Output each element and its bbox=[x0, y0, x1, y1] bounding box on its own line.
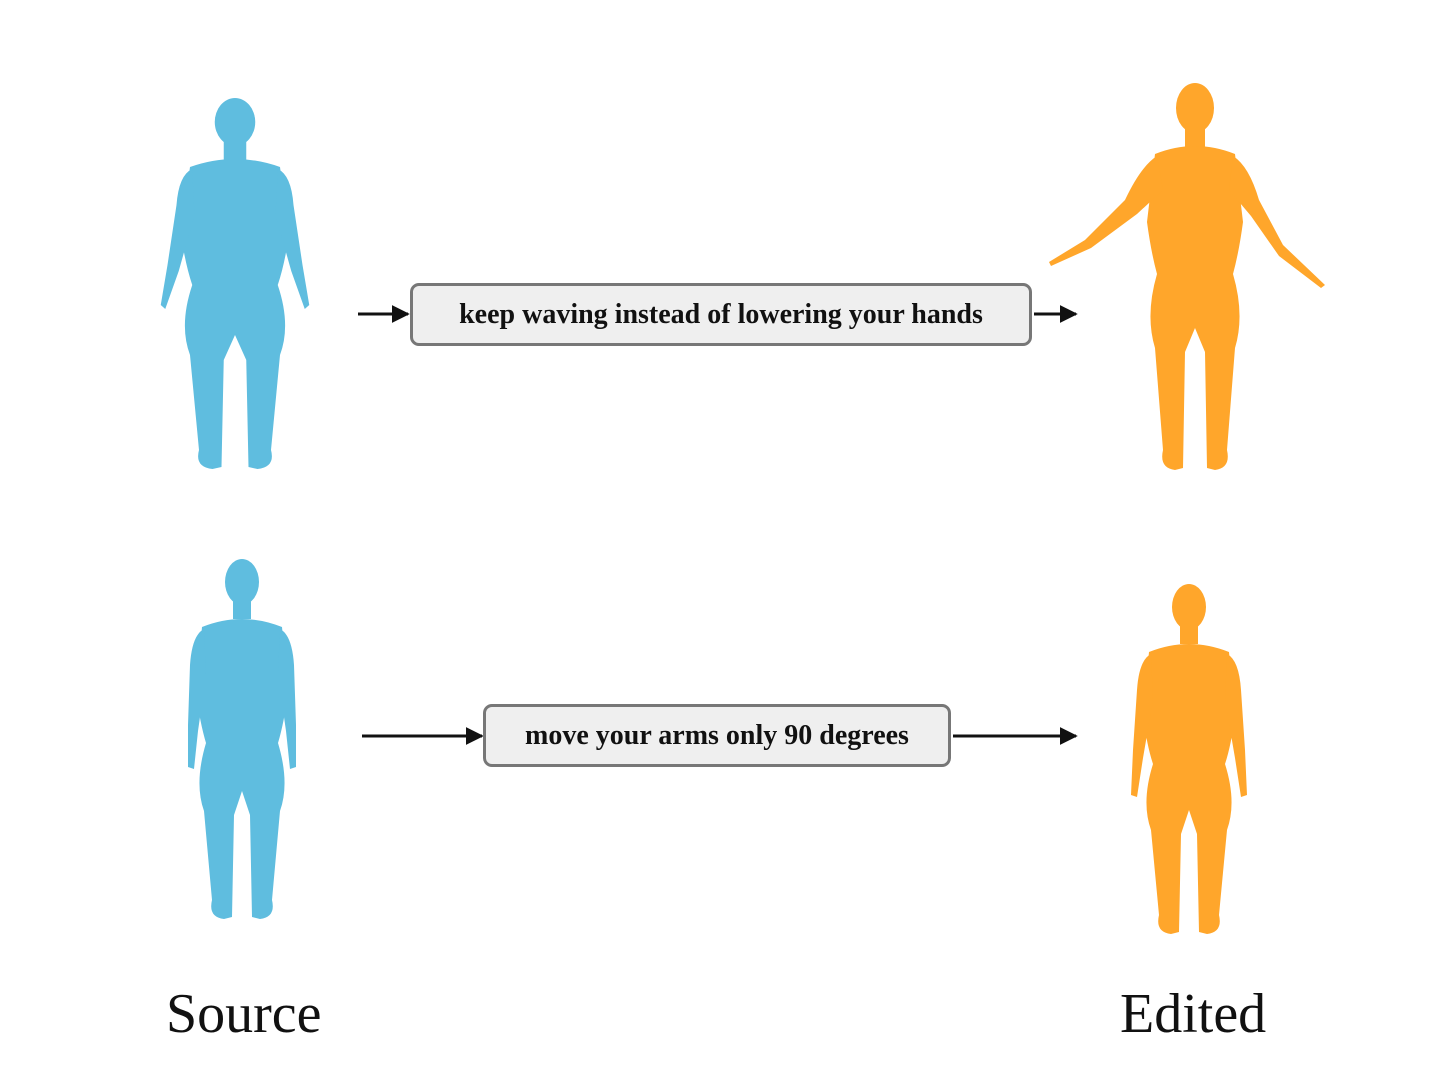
body-shape bbox=[160, 98, 310, 469]
edit-prompt-box-row-2: move your arms only 90 degrees bbox=[483, 704, 951, 767]
edit-prompt-text: move your arms only 90 degrees bbox=[525, 719, 909, 751]
edited-body-figure-row-1 bbox=[1045, 80, 1330, 475]
edit-prompt-text: keep waving instead of lowering your han… bbox=[459, 298, 983, 330]
edited-body-figure-row-2 bbox=[1125, 580, 1250, 940]
edited-caption: Edited bbox=[1120, 983, 1267, 1045]
body-shape bbox=[188, 559, 296, 919]
source-body-figure-row-1 bbox=[145, 95, 325, 475]
edit-prompt-box-row-1: keep waving instead of lowering your han… bbox=[410, 283, 1032, 346]
source-caption: Source bbox=[166, 983, 322, 1045]
body-shape bbox=[1131, 584, 1247, 934]
body-shape bbox=[1049, 83, 1325, 470]
source-body-figure-row-2 bbox=[180, 555, 300, 925]
